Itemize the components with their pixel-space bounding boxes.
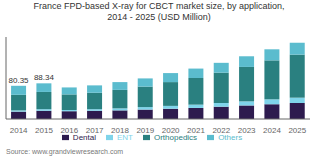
html-text:Source: www.grandviewresearch.: Source: www.grandviewresearch.com — [6, 148, 124, 155]
svg-text:2022: 2022 — [212, 126, 230, 135]
svg-text:88.34: 88.34 — [34, 73, 55, 82]
svg-text:2024: 2024 — [263, 126, 281, 135]
svg-text:2014: 2014 — [10, 126, 28, 135]
svg-text:2017: 2017 — [86, 126, 104, 135]
svg-text:80.35: 80.35 — [9, 76, 30, 85]
html-text:Others: Others — [218, 133, 243, 142]
html-text:Orthopedics: Orthopedics — [154, 133, 198, 142]
html-text:ENT: ENT — [117, 133, 133, 142]
svg-text:2015: 2015 — [35, 126, 53, 135]
svg-text:2023: 2023 — [238, 126, 256, 135]
html-text:Dental: Dental — [72, 133, 96, 142]
svg-text:2025: 2025 — [288, 126, 306, 135]
svg-text:2016: 2016 — [60, 126, 78, 135]
svg-text:2021: 2021 — [187, 126, 205, 135]
svg-text:2019: 2019 — [136, 126, 154, 135]
svg-text:2020: 2020 — [162, 126, 180, 135]
svg-text:2018: 2018 — [111, 126, 129, 135]
html-text:France FPD-based X-ray for CBC: France FPD-based X-ray for CBCT market s… — [33, 1, 285, 22]
